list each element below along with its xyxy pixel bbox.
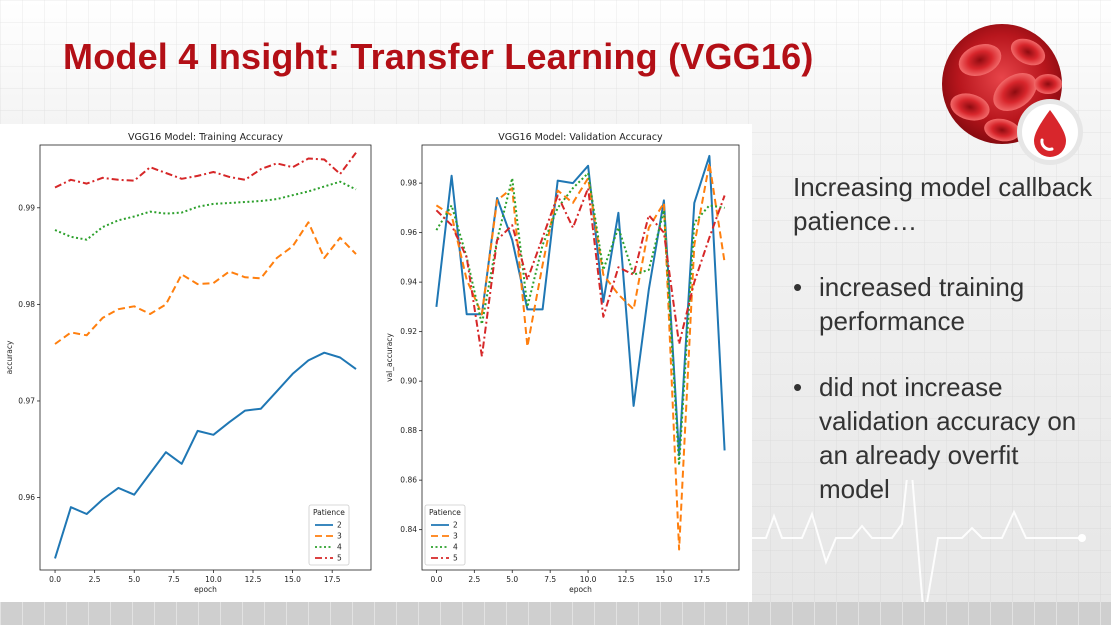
bullet-text: increased training performance — [819, 272, 1025, 336]
validation-accuracy-chart: VGG16 Model: Validation Accuracy 0.0 2.5 5.… — [385, 132, 740, 594]
x-tick-label: 10.0 — [580, 575, 597, 584]
y-tick-label: 0.88 — [400, 426, 417, 435]
bullet-marker: • — [793, 272, 803, 302]
y-tick-label: 0.94 — [400, 278, 417, 287]
chart-title: VGG16 Model: Training Accuracy — [128, 132, 283, 143]
x-tick-label: 5.0 — [506, 575, 518, 584]
series-line-2 — [435, 154, 726, 457]
series-line-5 — [435, 187, 726, 358]
legend-title: Patience — [429, 508, 461, 517]
x-tick-label: 12.5 — [245, 575, 262, 584]
legend-entry: 3 — [453, 532, 458, 541]
series-line-5 — [54, 152, 357, 189]
x-axis-label: epoch — [569, 585, 592, 594]
y-tick-label: 0.86 — [400, 476, 417, 485]
chart-title: VGG16 Model: Validation Accuracy — [498, 132, 663, 143]
y-tick-label: 0.96 — [18, 493, 35, 502]
x-tick-label: 0.0 — [430, 575, 442, 584]
heartbeat-line-icon — [752, 480, 1086, 621]
legend-entry: 4 — [453, 543, 458, 552]
bullet-text: did not increase validation accuracy on … — [819, 372, 1077, 504]
legend-entry: 2 — [453, 521, 458, 530]
legend-box — [308, 504, 350, 566]
legend-entry: 5 — [337, 554, 342, 563]
bullet-item: • did not increase validation accuracy o… — [793, 370, 1093, 506]
intro-text: Increasing model callback patience… — [793, 172, 1093, 236]
y-tick-label: 0.92 — [400, 327, 417, 336]
y-axis-label: accuracy — [5, 340, 14, 374]
series-line-3 — [54, 221, 357, 345]
legend-entry: 3 — [337, 532, 342, 541]
x-tick-label: 10.0 — [205, 575, 222, 584]
x-tick-label: 5.0 — [128, 575, 140, 584]
legend-box — [424, 504, 466, 566]
y-axis-label: val_accuracy — [385, 333, 394, 382]
x-tick-label: 7.5 — [168, 575, 180, 584]
chart-legend: Patience 2 3 4 5 — [424, 504, 466, 566]
y-tick-label: 0.97 — [18, 396, 35, 405]
y-tick-label: 0.99 — [18, 203, 35, 212]
blood-cells-logo-icon — [942, 24, 1083, 165]
legend-entry: 5 — [453, 554, 458, 563]
charts-panel: VGG16 Model: Training Accuracy 0.0 2.5 5.0 7… — [0, 124, 752, 602]
legend-title: Patience — [313, 508, 345, 517]
bullet-item: • increased training performance — [793, 270, 1093, 338]
bullet-list: • increased training performance • did n… — [793, 270, 1093, 538]
bullet-marker: • — [793, 372, 803, 402]
x-tick-label: 7.5 — [544, 575, 556, 584]
y-tick-label: 0.98 — [18, 300, 35, 309]
series-line-3 — [435, 162, 726, 551]
bottom-strip — [0, 602, 1111, 625]
series-line-4 — [435, 172, 725, 467]
x-tick-label: 2.5 — [89, 575, 101, 584]
x-tick-label: 2.5 — [468, 575, 480, 584]
legend-entry: 4 — [337, 543, 342, 552]
legend-entry: 2 — [337, 521, 342, 530]
x-axis-label: epoch — [194, 585, 217, 594]
y-tick-label: 0.84 — [400, 525, 417, 534]
y-tick-label: 0.90 — [400, 377, 417, 386]
series-line-2 — [54, 351, 357, 559]
x-tick-label: 17.5 — [693, 575, 710, 584]
chart-legend: Patience 2 3 4 5 — [308, 504, 350, 566]
y-tick-label: 0.98 — [400, 179, 417, 188]
series-line-4 — [54, 180, 357, 241]
x-tick-label: 0.0 — [49, 575, 61, 584]
x-tick-label: 15.0 — [284, 575, 301, 584]
training-accuracy-chart: VGG16 Model: Training Accuracy 0.0 2.5 5.0 7… — [5, 132, 372, 594]
x-tick-label: 12.5 — [618, 575, 635, 584]
y-tick-label: 0.96 — [400, 228, 417, 237]
x-tick-label: 15.0 — [656, 575, 673, 584]
slide-title: Model 4 Insight: Transfer Learning (VGG1… — [63, 36, 814, 77]
plot-frame — [421, 144, 740, 571]
blood-drop-icon — [1034, 110, 1066, 157]
x-tick-label: 17.5 — [324, 575, 341, 584]
